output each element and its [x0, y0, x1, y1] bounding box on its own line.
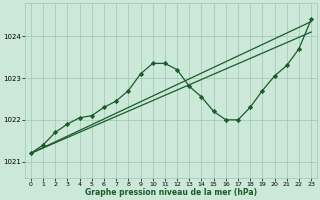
X-axis label: Graphe pression niveau de la mer (hPa): Graphe pression niveau de la mer (hPa) [85, 188, 257, 197]
